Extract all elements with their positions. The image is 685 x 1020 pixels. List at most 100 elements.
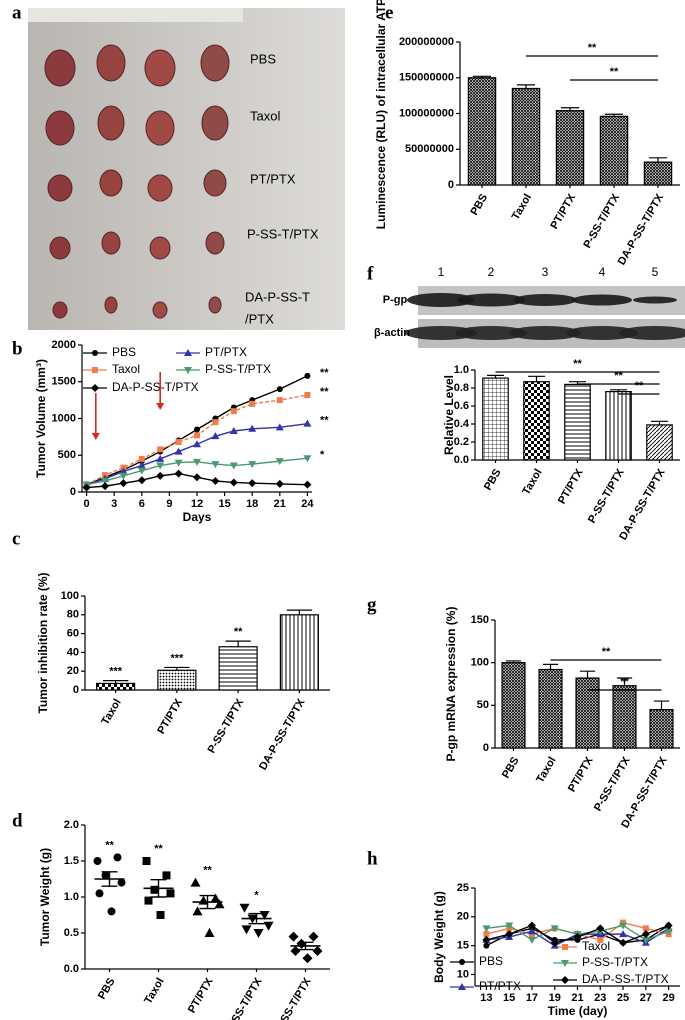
y-axis-label: Tumor Volume (mm³) xyxy=(34,359,48,478)
panel-letter: f xyxy=(367,263,374,284)
marker xyxy=(527,921,536,930)
x-tick-label: Taxol xyxy=(99,697,123,727)
marker xyxy=(483,942,490,949)
marker xyxy=(162,871,171,880)
legend-label: PT/PTX xyxy=(205,345,247,359)
x-tick-label: 23 xyxy=(594,992,606,1004)
marker xyxy=(194,432,200,439)
panel-letter: a xyxy=(12,2,22,23)
marker xyxy=(642,925,649,932)
marker xyxy=(641,936,650,944)
band xyxy=(457,293,525,307)
legend-label: DA-P-SS-T/PTX xyxy=(112,380,199,394)
tumor xyxy=(45,110,75,146)
y-tick-label: 1500 xyxy=(52,376,76,388)
marker xyxy=(211,476,220,485)
marker xyxy=(483,931,490,938)
x-tick-label: 0 xyxy=(84,498,90,510)
significance-label: ** xyxy=(105,839,114,851)
tumor xyxy=(47,174,73,202)
marker xyxy=(91,384,99,392)
y-tick-label: 150 xyxy=(471,614,489,626)
significance-label: ** xyxy=(320,415,329,427)
y-tick-label: 1.0 xyxy=(64,891,79,903)
arrow-head xyxy=(156,403,165,410)
tumor xyxy=(208,296,222,314)
marker xyxy=(664,921,673,930)
bands xyxy=(405,293,685,340)
series-line xyxy=(86,457,308,486)
x-tick-label: 21 xyxy=(571,992,583,1004)
marker xyxy=(239,903,250,913)
marker xyxy=(561,976,569,984)
y-axis-label: Body Weight (g) xyxy=(432,891,446,983)
band xyxy=(619,326,685,340)
x-tick-label: PT/PTX xyxy=(548,191,578,231)
y-tick-label: 500 xyxy=(58,449,76,461)
series-line xyxy=(86,422,308,486)
marker xyxy=(459,959,465,965)
marker xyxy=(101,482,109,491)
error-bar xyxy=(648,157,668,163)
error-bar xyxy=(560,107,580,111)
legend-label: P-SS-T/PTX xyxy=(205,362,271,376)
marker xyxy=(229,462,238,470)
x-tick-label: PBS xyxy=(482,467,504,493)
y-tick-label: 20 xyxy=(457,911,469,923)
marker xyxy=(229,478,238,487)
marker xyxy=(619,938,628,947)
marker xyxy=(664,928,673,936)
marker xyxy=(248,479,257,488)
marker xyxy=(248,461,257,469)
significance-label: *** xyxy=(109,666,123,678)
x-tick-label: DA-P-SS-T/PTX xyxy=(617,466,668,542)
marker xyxy=(303,419,312,427)
marker xyxy=(92,350,98,356)
marker xyxy=(275,479,284,488)
x-tick-label: DA-P-SS-T/PTX xyxy=(616,191,667,267)
error-bar xyxy=(610,389,627,392)
error-bar xyxy=(487,374,504,379)
marker xyxy=(184,349,192,356)
legend-label: PBS xyxy=(479,954,503,968)
band xyxy=(405,326,477,340)
bar xyxy=(96,682,136,691)
marker xyxy=(253,929,264,938)
marker xyxy=(204,928,215,937)
lane-number: 2 xyxy=(488,265,495,279)
panel-letter: g xyxy=(367,594,377,615)
marker xyxy=(113,853,122,862)
legend-label: P-SS-T/PTX xyxy=(582,955,648,969)
marker xyxy=(276,397,283,404)
x-tick-label: P-SS-T/PTX xyxy=(224,975,265,1020)
marker xyxy=(288,931,299,942)
group-label: /PTX xyxy=(245,311,274,326)
y-tick-label: 50 xyxy=(477,699,489,711)
lane-number: 5 xyxy=(652,265,659,279)
panel-letter: e xyxy=(385,2,393,23)
error-bar xyxy=(164,666,190,671)
marker xyxy=(596,924,605,933)
significance-label: ** xyxy=(620,676,629,688)
marker xyxy=(157,446,164,453)
x-tick-label: 15 xyxy=(218,498,230,510)
tumor xyxy=(44,49,76,87)
error-bar xyxy=(542,663,559,670)
marker xyxy=(174,447,183,455)
x-tick-label: DA-P-SS-T/PTX xyxy=(257,696,308,772)
marker xyxy=(290,946,301,956)
x-tick-label: 12 xyxy=(191,498,203,510)
x-tick-label: P-SS-T/PTX xyxy=(206,696,247,755)
y-tick-label: 0.4 xyxy=(454,418,470,430)
significance-label: ** xyxy=(203,865,212,877)
x-tick-label: Taxol xyxy=(510,192,534,222)
bar xyxy=(599,115,629,186)
error-bar xyxy=(528,375,545,382)
significance-label: ** xyxy=(320,386,329,398)
error-bar xyxy=(653,700,670,710)
group-label: Taxol xyxy=(250,108,280,123)
significance-label: ** xyxy=(614,370,623,382)
y-tick-label: 1.0 xyxy=(454,364,469,376)
marker xyxy=(482,935,491,944)
